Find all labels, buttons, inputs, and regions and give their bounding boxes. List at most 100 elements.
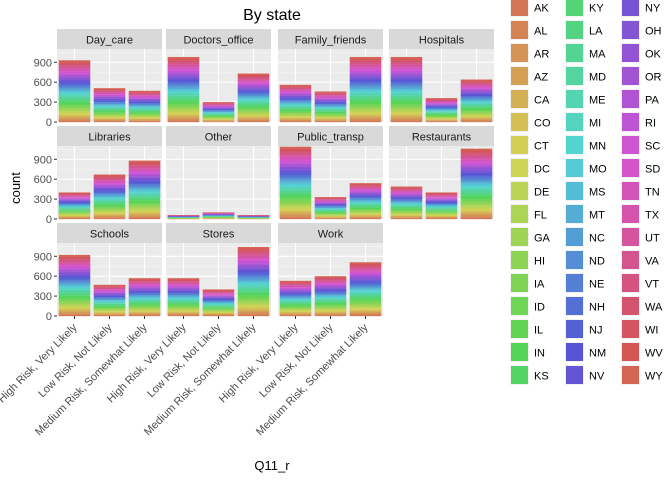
legend-item-wy: WY — [621, 365, 663, 385]
bar-segment-va — [128, 281, 161, 283]
bar-segment-ga — [349, 107, 382, 110]
bar-segment-ny — [93, 98, 126, 100]
bar-segment-me — [314, 108, 347, 110]
bar-segment-al — [167, 119, 200, 121]
bar-segment-mt — [128, 188, 161, 190]
bar-segment-al — [390, 119, 423, 121]
bar-segment-nh — [390, 82, 423, 84]
bar-segment-va — [58, 66, 91, 68]
bar-segment-wy — [279, 280, 312, 282]
bar-segment-sd — [425, 197, 458, 198]
bar-segment-wa — [425, 194, 458, 195]
bar-medium-risk-somewhat-likely — [237, 215, 270, 220]
bar-segment-ct — [58, 215, 91, 217]
bar-segment-ny — [167, 290, 200, 291]
facet-stores: Stores — [166, 223, 271, 317]
bar-segment-ca — [314, 312, 347, 314]
bar-segment-ca — [460, 117, 493, 119]
bar-segment-ak — [460, 217, 493, 220]
bar-segment-il — [390, 102, 423, 105]
bar-segment-wv — [349, 58, 382, 60]
bar-segment-ia — [58, 300, 91, 302]
bar-segment-wa — [167, 280, 200, 282]
bar-segment-nv — [460, 172, 493, 174]
bar-segment-nv — [58, 275, 91, 277]
bar-segment-hi — [128, 114, 161, 116]
bar-segment-ok — [425, 104, 458, 106]
bar-segment-vt — [314, 93, 347, 95]
legend-swatch — [566, 0, 583, 16]
bar-segment-oh — [425, 200, 458, 201]
bar-segment-va — [425, 100, 458, 102]
bar-segment-nh — [349, 82, 382, 84]
bar-segment-mt — [202, 301, 235, 303]
bar-segment-sd — [58, 265, 91, 268]
bar-segment-co — [128, 311, 161, 313]
legend-swatch — [511, 136, 528, 154]
bar-segment-vt — [425, 194, 458, 196]
bar-segment-co — [279, 117, 312, 119]
bar-segment-co — [128, 118, 161, 120]
bar-segment-mt — [425, 109, 458, 110]
bar-segment-ar — [128, 313, 161, 315]
bar-segment-tx — [279, 89, 312, 91]
bar-segment-ut — [128, 167, 161, 169]
bar-segment-fl — [128, 308, 161, 310]
bar-segment-co — [128, 212, 161, 214]
bar-segment-ks — [58, 295, 91, 297]
bar-segment-ut — [314, 95, 347, 96]
bar-segment-az — [237, 118, 270, 120]
bar-segment-il — [202, 308, 235, 309]
bar-segment-sd — [237, 82, 270, 84]
bar-segment-mi — [202, 304, 235, 305]
bar-segment-tx — [460, 158, 493, 160]
bar-segment-ar — [314, 120, 347, 121]
bar-segment-fl — [349, 211, 382, 213]
bar-segment-me — [349, 292, 382, 295]
bar-low-risk-not-likely — [202, 212, 235, 220]
bar-segment-wy — [314, 91, 347, 93]
bar-segment-md — [349, 293, 382, 296]
bar-segment-nm — [349, 195, 382, 197]
bar-segment-mo — [58, 286, 91, 288]
bar-segment-wi — [425, 193, 458, 195]
bar-segment-nj — [390, 81, 423, 83]
bar-segment-la — [58, 99, 91, 101]
bar-segment-in — [58, 210, 91, 212]
bar-segment-va — [349, 63, 382, 65]
bar-segment-wi — [349, 59, 382, 61]
bar-segment-ok — [128, 176, 161, 178]
bar-segment-ct — [279, 311, 312, 313]
bar-segment-ga — [167, 107, 200, 110]
bar-segment-sd — [425, 102, 458, 103]
bar-segment-ne — [202, 300, 235, 302]
legend-label: CO — [534, 118, 551, 130]
bar-medium-risk-somewhat-likely — [349, 183, 382, 220]
bar-segment-oh — [314, 203, 347, 205]
bar-segment-id — [279, 111, 312, 113]
bar-segment-nj — [314, 291, 347, 292]
bar-segment-ky — [279, 303, 312, 305]
bar-segment-ct — [128, 310, 161, 312]
bar-segment-ne — [93, 192, 126, 194]
bar-segment-pa — [314, 98, 347, 100]
bar-segment-me — [202, 304, 235, 306]
bar-segment-ok — [93, 97, 126, 99]
legend-swatch — [511, 0, 528, 16]
bar-segment-mt — [58, 204, 91, 206]
bar-segment-ia — [390, 210, 423, 212]
bar-segment-nd — [349, 85, 382, 87]
bar-segment-de — [425, 214, 458, 215]
bar-segment-wy — [58, 60, 91, 62]
bar-segment-ak — [58, 314, 91, 317]
bar-segment-id — [390, 210, 423, 211]
bar-segment-wv — [202, 102, 235, 104]
bar-segment-de — [425, 117, 458, 119]
bar-segment-ky — [128, 110, 161, 112]
bar-segment-ct — [128, 117, 161, 119]
bar-segment-ok — [349, 193, 382, 194]
bar-segment-ut — [349, 64, 382, 67]
bar-segment-in — [425, 210, 458, 212]
bar-segment-nv — [128, 180, 161, 182]
